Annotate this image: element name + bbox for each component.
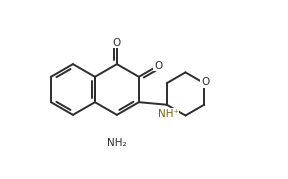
Text: O: O	[154, 61, 162, 71]
Text: NH⁺: NH⁺	[158, 109, 179, 119]
Text: O: O	[201, 77, 210, 87]
Text: O: O	[113, 38, 121, 48]
Text: NH₂: NH₂	[107, 139, 127, 148]
